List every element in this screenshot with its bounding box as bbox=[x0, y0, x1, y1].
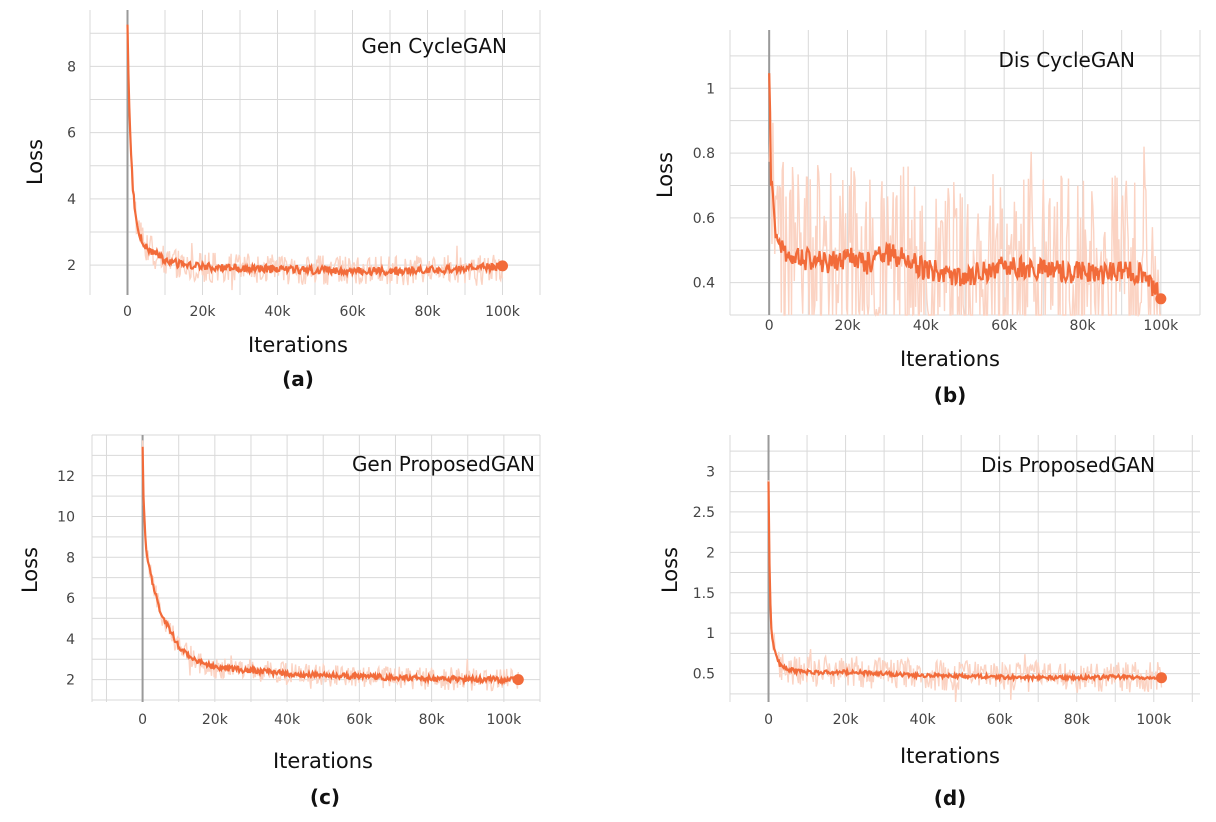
series-smoothed-line bbox=[768, 73, 1162, 302]
y-axis-label: Loss bbox=[653, 152, 677, 198]
y-tick-label: 4 bbox=[66, 632, 75, 648]
series-smoothed-line bbox=[126, 24, 504, 279]
y-tick-label: 6 bbox=[66, 591, 75, 607]
y-tick-label: 1 bbox=[706, 626, 715, 642]
y-tick-label: 3 bbox=[706, 464, 715, 480]
panel-b: 0 20k 40k 60k 80k 100k 0.4 0.6 0.8 1 Dis CycleGAN I… bbox=[650, 25, 1210, 415]
chart-title: Gen ProposedGAN bbox=[352, 452, 535, 476]
x-tick-label: 60k bbox=[346, 712, 373, 728]
x-tick-label: 40k bbox=[274, 712, 301, 728]
chart-dis-proposedgan: 0 20k 40k 60k 80k 100k 0.5 1 1.5 2 2.5 3 Dis Propose… bbox=[658, 435, 1200, 810]
y-tick-label: 2 bbox=[706, 545, 715, 561]
series-raw-line bbox=[141, 440, 519, 692]
y-tick-label: 0.5 bbox=[693, 667, 715, 683]
x-tick-label: 40k bbox=[910, 712, 937, 728]
x-tick-label: 100k bbox=[1143, 318, 1179, 334]
x-axis-label: Iterations bbox=[273, 749, 373, 773]
x-tick-label: 60k bbox=[987, 712, 1014, 728]
y-tick-label: 0.8 bbox=[693, 146, 715, 162]
y-axis-label: Loss bbox=[18, 547, 42, 593]
x-tick-label: 100k bbox=[486, 712, 522, 728]
x-tick-label: 80k bbox=[419, 712, 446, 728]
series-smoothed-line bbox=[141, 446, 520, 687]
panel-label: (d) bbox=[934, 786, 967, 810]
chart-gen-cyclegan: 0 20k 40k 60k 80k 100k 2 4 6 8 Gen CycleGAN Iterati… bbox=[23, 10, 541, 391]
chart-title: Dis ProposedGAN bbox=[981, 453, 1155, 477]
panel-label: (a) bbox=[282, 367, 314, 391]
x-tick-label: 40k bbox=[913, 318, 940, 334]
series-raw-line bbox=[126, 35, 504, 291]
y-tick-label: 0.6 bbox=[693, 211, 715, 227]
series-raw-line bbox=[767, 480, 1163, 703]
panel-a: 0 20k 40k 60k 80k 100k 2 4 6 8 Gen CycleGAN Iterati… bbox=[20, 10, 560, 410]
y-tick-label: 10 bbox=[57, 510, 75, 526]
x-tick-label: 60k bbox=[340, 304, 367, 320]
series-end-marker bbox=[1155, 293, 1167, 305]
series-end-marker bbox=[512, 674, 524, 686]
y-tick-label: 0.4 bbox=[693, 276, 715, 292]
x-tick-label: 80k bbox=[1070, 318, 1097, 334]
y-tick-label: 12 bbox=[57, 469, 75, 485]
panel-label: (b) bbox=[934, 383, 967, 407]
x-tick-label: 20k bbox=[190, 304, 217, 320]
x-tick-label: 100k bbox=[485, 304, 521, 320]
y-tick-label: 2.5 bbox=[693, 505, 715, 521]
y-tick-label: 2 bbox=[67, 258, 76, 274]
x-axis-label: Iterations bbox=[900, 347, 1000, 371]
chart-title: Dis CycleGAN bbox=[998, 48, 1135, 72]
y-tick-label: 1.5 bbox=[693, 586, 715, 602]
x-tick-label: 0 bbox=[765, 318, 774, 334]
chart-title: Gen CycleGAN bbox=[361, 34, 507, 58]
x-axis-label: Iterations bbox=[900, 744, 1000, 768]
y-tick-label: 8 bbox=[66, 550, 75, 566]
panel-c: 0 20k 40k 60k 80k 100k 2 4 6 8 10 12 Gen ProposedGAN… bbox=[15, 430, 555, 815]
y-tick-label: 8 bbox=[67, 59, 76, 75]
x-tick-label: 20k bbox=[835, 318, 862, 334]
x-axis-label: Iterations bbox=[248, 333, 348, 357]
x-tick-label: 20k bbox=[202, 712, 229, 728]
panel-d: 0 20k 40k 60k 80k 100k 0.5 1 1.5 2 2.5 3 Dis Propose… bbox=[655, 430, 1210, 815]
x-tick-label: 0 bbox=[764, 712, 773, 728]
x-tick-label: 80k bbox=[1064, 712, 1091, 728]
x-tick-label: 40k bbox=[265, 304, 292, 320]
y-tick-label: 2 bbox=[66, 673, 75, 689]
x-tick-label: 80k bbox=[415, 304, 442, 320]
y-tick-label: 1 bbox=[706, 81, 715, 97]
y-tick-label: 4 bbox=[67, 192, 76, 208]
x-tick-label: 0 bbox=[123, 304, 132, 320]
x-tick-label: 100k bbox=[1136, 712, 1172, 728]
series-end-marker bbox=[1155, 672, 1167, 684]
x-tick-label: 0 bbox=[138, 712, 147, 728]
series-smoothed-line bbox=[767, 481, 1162, 683]
x-tick-label: 60k bbox=[991, 318, 1018, 334]
chart-gen-proposedgan: 0 20k 40k 60k 80k 100k 2 4 6 8 10 12 Gen ProposedGAN… bbox=[18, 434, 541, 809]
chart-dis-cyclegan: 0 20k 40k 60k 80k 100k 0.4 0.6 0.8 1 Dis CycleGAN I… bbox=[653, 30, 1201, 407]
series-end-marker bbox=[497, 260, 508, 272]
y-tick-label: 6 bbox=[67, 126, 76, 142]
grid bbox=[89, 10, 541, 295]
grid bbox=[92, 434, 541, 702]
x-tick-label: 20k bbox=[833, 712, 860, 728]
y-axis-label: Loss bbox=[23, 139, 47, 185]
y-axis-label: Loss bbox=[658, 547, 682, 593]
panel-label: (c) bbox=[310, 785, 340, 809]
grid bbox=[729, 435, 1200, 702]
